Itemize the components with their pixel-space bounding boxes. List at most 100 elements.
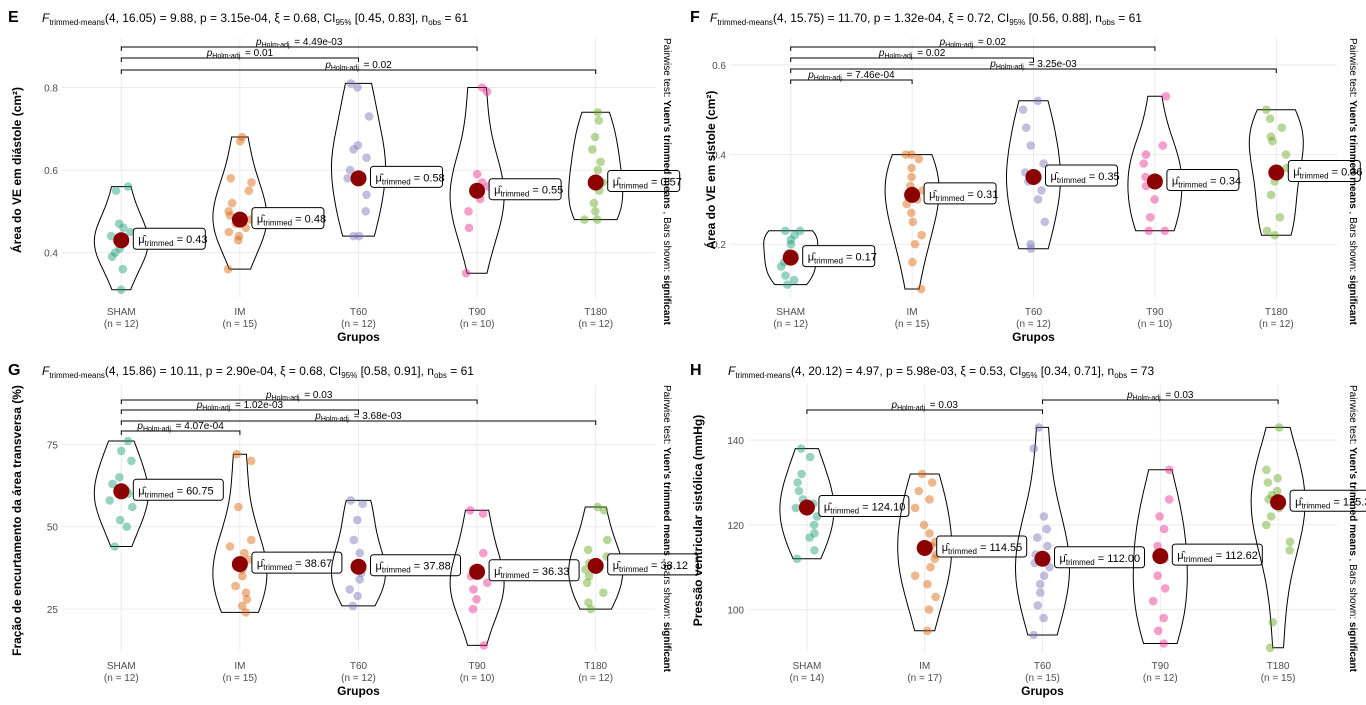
x-tick-label: IM bbox=[234, 307, 245, 318]
data-point bbox=[910, 571, 920, 580]
data-point bbox=[1026, 141, 1036, 150]
data-point bbox=[461, 268, 471, 278]
subtitle-ci: [0.58, 0.91], n bbox=[357, 364, 434, 378]
data-point bbox=[241, 608, 250, 617]
subtitle-stat: (4, 15.75) = 11.70, p = 1.32e-04, ξ = 0.… bbox=[773, 11, 1009, 25]
data-point bbox=[1033, 195, 1043, 204]
data-point bbox=[123, 182, 133, 191]
side-caption: Pairwise test: Yuen's trimmed means , Ba… bbox=[1347, 385, 1358, 673]
y-tick-label: 0.6 bbox=[44, 166, 58, 177]
trimmed-mean-label: μ̂trimmed = 37.88 bbox=[370, 554, 461, 577]
data-point bbox=[235, 136, 245, 146]
data-point bbox=[794, 486, 804, 496]
x-tick-n: (n = 15) bbox=[223, 319, 258, 330]
data-point bbox=[472, 169, 482, 179]
significance-bracket: pHolm-adj. = 1.02e-03 bbox=[120, 400, 359, 414]
data-point bbox=[925, 529, 934, 538]
x-tick-n: (n = 12) bbox=[341, 673, 376, 684]
data-point bbox=[1165, 465, 1174, 475]
label-box bbox=[1166, 168, 1240, 191]
data-point bbox=[603, 535, 612, 545]
bracket-value: = 0.03 bbox=[927, 400, 958, 411]
data-point bbox=[226, 174, 235, 183]
data-point bbox=[588, 145, 597, 154]
trimmed-mean-label: μ̂trimmed = 114.55 bbox=[936, 535, 1028, 558]
bracket-value: = 1.02e-03 bbox=[232, 400, 283, 411]
panel-subtitle: Ftrimmed-means(4, 15.86) = 10.11, p = 2.… bbox=[42, 364, 474, 380]
data-point bbox=[910, 239, 920, 249]
data-point bbox=[223, 264, 233, 274]
y-tick-label: 75 bbox=[47, 440, 59, 451]
label-value: = 112.00 bbox=[1095, 553, 1140, 565]
bracket-line bbox=[1042, 399, 1279, 404]
data-point bbox=[907, 208, 916, 218]
bracket-label: pHolm-adj. = 3.25e-03 bbox=[989, 59, 1077, 71]
y-axis-label: Área do VE em diástole (cm²) bbox=[9, 87, 24, 253]
data-point bbox=[224, 227, 234, 237]
label-box bbox=[488, 559, 580, 582]
data-point bbox=[466, 506, 475, 515]
x-tick-label: IM bbox=[234, 661, 245, 672]
trimmed-mean-marker bbox=[587, 174, 604, 191]
data-point bbox=[790, 230, 799, 240]
data-point bbox=[345, 585, 355, 594]
violin-sham bbox=[779, 448, 835, 560]
data-point bbox=[1275, 213, 1285, 222]
subtitle-nobs: = 73 bbox=[1127, 364, 1154, 378]
x-tick-label: SHAM bbox=[792, 661, 821, 672]
data-point bbox=[114, 219, 124, 228]
data-point bbox=[1141, 150, 1151, 159]
label-text: μ̂trimmed = 38.67 bbox=[257, 558, 332, 572]
x-tick-label: T90 bbox=[468, 661, 486, 672]
data-point bbox=[1270, 230, 1279, 240]
data-point bbox=[1158, 141, 1168, 150]
data-point bbox=[1026, 239, 1035, 249]
label-text: μ̂trimmed = 0.31 bbox=[929, 189, 998, 203]
data-point bbox=[1042, 524, 1051, 534]
label-box bbox=[370, 165, 443, 188]
x-tick-n: (n = 10) bbox=[460, 673, 495, 684]
label-text: μ̂trimmed = 0.58 bbox=[376, 172, 445, 186]
bracket-value: = 3.68e-03 bbox=[351, 411, 402, 422]
caption-test: Yuen's trimmed means bbox=[1347, 447, 1358, 556]
data-point bbox=[1285, 537, 1295, 547]
bracket-value: = 0.03 bbox=[1163, 390, 1194, 401]
panel-subtitle: Ftrimmed-means(4, 15.75) = 11.70, p = 1.… bbox=[710, 11, 1142, 27]
label-value: = 38.12 bbox=[648, 560, 688, 572]
data-point bbox=[115, 515, 125, 525]
bracket-value: = 7.46e-04 bbox=[844, 70, 895, 81]
x-tick-n: (n = 17) bbox=[907, 673, 942, 684]
bracket-value: = 0.02 bbox=[975, 37, 1006, 48]
violin-sham bbox=[93, 186, 149, 291]
y-tick-label: 140 bbox=[727, 436, 744, 447]
trimmed-mean-label: μ̂trimmed = 0.43 bbox=[132, 227, 207, 250]
data-point bbox=[361, 207, 371, 216]
bracket-label: pHolm-adj. = 0.02 bbox=[939, 37, 1007, 49]
data-point bbox=[583, 545, 593, 555]
data-point bbox=[1272, 486, 1282, 496]
y-axis-label: Pressão ventricular sistólica (mmHg) bbox=[691, 415, 705, 626]
y-tick-label: 0.4 bbox=[712, 151, 726, 162]
data-point bbox=[1039, 512, 1049, 521]
data-point bbox=[478, 509, 488, 518]
data-point bbox=[354, 231, 364, 241]
caption-sig: significant bbox=[661, 275, 672, 326]
label-text: μ̂trimmed = 0.48 bbox=[257, 214, 326, 228]
data-point bbox=[927, 478, 937, 487]
label-box bbox=[1045, 164, 1118, 187]
x-tick-label: SHAM bbox=[776, 307, 805, 318]
data-point bbox=[776, 262, 786, 271]
data-point bbox=[343, 174, 352, 183]
data-point bbox=[1159, 613, 1168, 623]
data-point bbox=[1033, 96, 1043, 106]
bracket-label: pHolm-adj. = 1.02e-03 bbox=[196, 400, 284, 412]
data-point bbox=[1043, 541, 1052, 551]
caption-mid: , Bars shown: bbox=[661, 209, 672, 275]
label-box bbox=[1054, 546, 1145, 569]
data-point bbox=[580, 215, 589, 224]
data-point bbox=[930, 554, 939, 564]
data-point bbox=[107, 252, 117, 261]
label-text: μ̂trimmed = 114.55 bbox=[942, 542, 1023, 556]
data-point bbox=[469, 585, 478, 594]
data-point bbox=[242, 595, 252, 604]
